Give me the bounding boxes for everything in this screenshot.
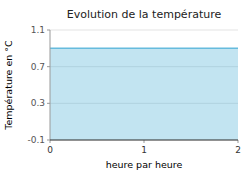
y-tick-label: -0.1 <box>27 135 45 145</box>
y-tick-label: 1.1 <box>31 25 45 35</box>
x-axis-label: heure par heure <box>106 159 183 170</box>
chart-svg: -0.1 0.3 0.7 1.1 0 1 2 Evolution de la températ… <box>0 0 250 188</box>
plot-area <box>50 48 238 140</box>
y-axis <box>50 30 51 140</box>
grid-line <box>50 140 238 141</box>
title: Evolution de la température <box>67 8 222 21</box>
grid-line <box>50 30 238 31</box>
area <box>50 48 238 140</box>
line <box>50 48 238 50</box>
y-tick-label: 0.7 <box>31 62 45 72</box>
x-tick-label: 0 <box>47 145 53 155</box>
x-axis <box>50 140 238 141</box>
y-axis-label: Température en °C <box>3 40 14 131</box>
x-tick-label: 1 <box>141 145 147 155</box>
chart-container: -0.1 0.3 0.7 1.1 0 1 2 Evolution de la températ… <box>0 0 250 188</box>
y-tick-label: 0.3 <box>31 98 45 108</box>
x-tick-label: 2 <box>235 145 241 155</box>
